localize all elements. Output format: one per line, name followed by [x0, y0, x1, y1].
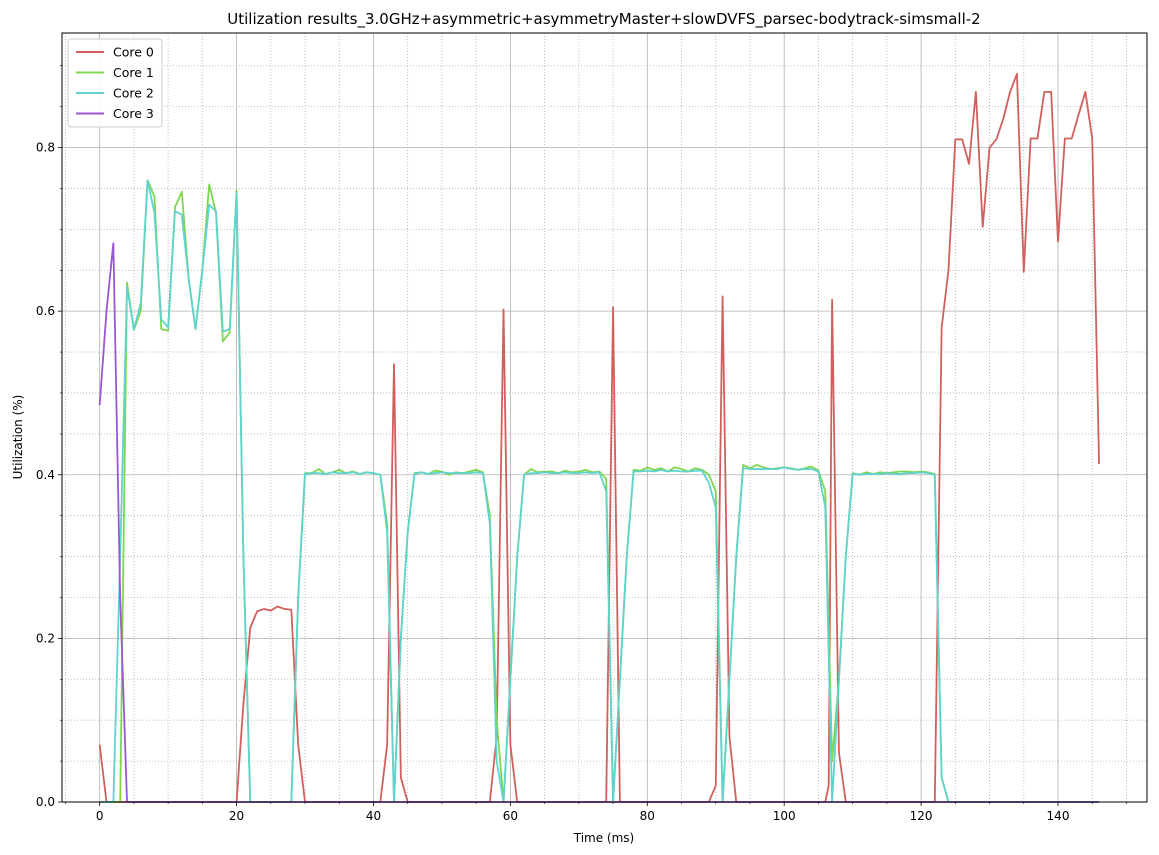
- chart-title: Utilization results_3.0GHz+asymmetric+as…: [227, 10, 980, 29]
- x-tick-label: 140: [1047, 809, 1070, 823]
- x-tick-label: 80: [640, 809, 655, 823]
- y-tick-label: 0.0: [36, 795, 55, 809]
- y-tick-label: 0.2: [36, 631, 55, 645]
- y-tick-label: 0.4: [36, 468, 55, 482]
- x-tick-label: 60: [503, 809, 518, 823]
- series-line-core-0: [98, 73, 1100, 803]
- legend-box: [67, 38, 163, 128]
- x-tick-label: 0: [96, 809, 104, 823]
- x-tick-label: 20: [229, 809, 244, 823]
- legend-label: Core 1: [113, 65, 154, 80]
- legend-label: Core 2: [113, 86, 154, 101]
- x-tick-label: 120: [910, 809, 933, 823]
- y-tick-label: 0.8: [36, 141, 55, 155]
- legend: Core 0 Core 1 Core 2 Core 3: [67, 38, 163, 128]
- y-axis-label: Utilization (%): [11, 395, 25, 480]
- series-line-core-2: [99, 179, 1100, 803]
- y-tick-label: 0.6: [36, 304, 55, 318]
- legend-label: Core 3: [113, 106, 154, 121]
- x-axis-label: Time (ms): [573, 831, 635, 845]
- plot-frame: [61, 32, 1148, 803]
- x-tick-label: 100: [773, 809, 796, 823]
- axis-ticks: 0 20 40 60 80 100 120 140 0.0 0.2 0.4 0.6 0.8: [36, 65, 1127, 823]
- x-tick-label: 40: [366, 809, 381, 823]
- legend-label: Core 0: [113, 45, 154, 60]
